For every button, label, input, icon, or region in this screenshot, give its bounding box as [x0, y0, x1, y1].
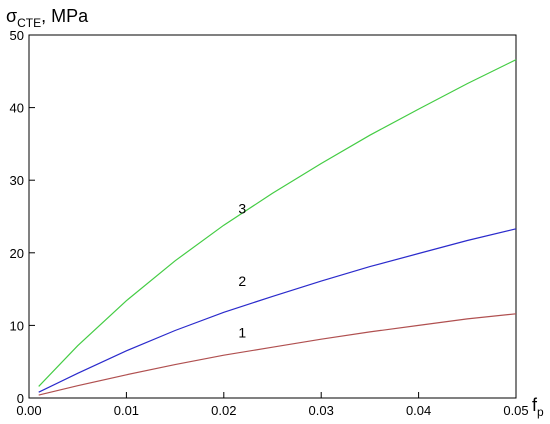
- series-line-1: [38, 313, 517, 396]
- x-axis-label-subscript: p: [537, 405, 544, 419]
- x-axis-label: fp: [532, 395, 544, 419]
- x-tick-label: 0.03: [309, 403, 334, 418]
- ticks-layer: 0.00 0.01 0.02 0.03 0.04 0.05 0 10 20 30 40 50: [10, 28, 529, 418]
- plot-area-frame: [28, 34, 517, 399]
- x-tick-label: 0.01: [114, 403, 139, 418]
- y-axis-label-unit: , MPa: [41, 6, 89, 26]
- x-axis-label-symbol: f: [532, 395, 538, 415]
- y-tick-label: 0: [17, 391, 24, 406]
- y-axis-label-symbol: σ: [6, 6, 17, 26]
- y-axis-label-subscript: CTE: [17, 16, 41, 30]
- y-axis-label: σCTE, MPa: [6, 6, 89, 30]
- curve-label-1: 1: [238, 325, 246, 341]
- x-tick-label: 0.00: [16, 403, 41, 418]
- x-tick-label: 0.04: [406, 403, 431, 418]
- y-tick-label: 10: [10, 318, 24, 333]
- x-tick-label: 0.02: [211, 403, 236, 418]
- curves-layer: [38, 59, 517, 396]
- y-tick-label: 30: [10, 173, 24, 188]
- curve-label-2: 2: [238, 273, 246, 289]
- y-tick-label: 50: [10, 28, 24, 43]
- series-line-2: [38, 228, 517, 393]
- x-tick-label: 0.05: [503, 403, 528, 418]
- y-tick-label: 40: [10, 101, 24, 116]
- curve-labels-layer: 1 2 3: [238, 201, 246, 341]
- y-tick-label: 20: [10, 246, 24, 261]
- curve-label-3: 3: [238, 201, 246, 217]
- series-line-3: [38, 59, 517, 387]
